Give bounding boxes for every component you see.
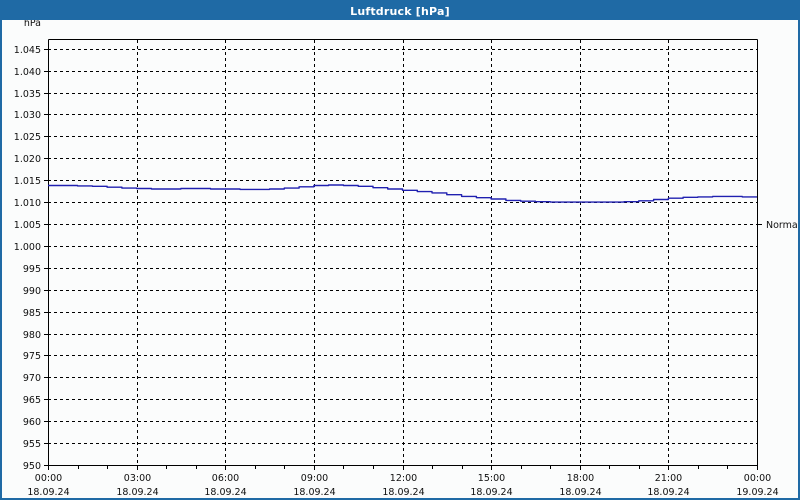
y-axis-tick-label: 975 — [23, 351, 41, 362]
x-axis-tick-label-date: 18.09.24 — [27, 487, 69, 498]
x-axis-tick-label-date: 18.09.24 — [470, 487, 512, 498]
x-axis-tick-label-time: 03:00 — [124, 473, 151, 484]
x-axis-tick-label-date: 18.09.24 — [647, 487, 689, 498]
y-axis-tick-label: 1.010 — [14, 198, 41, 209]
y-axis-tick-label: 995 — [23, 264, 41, 275]
y-axis-tick-label: 970 — [23, 373, 41, 384]
x-axis-tick-label-time: 00:00 — [35, 473, 62, 484]
y-axis-tick-label: 980 — [23, 330, 41, 341]
y-axis-tick-label: 1.035 — [14, 89, 41, 100]
y-axis-tick-label: 960 — [23, 417, 41, 428]
x-axis-tick-label-date: 18.09.24 — [382, 487, 424, 498]
y-axis-tick-label: 1.045 — [14, 45, 41, 56]
y-axis-tick-label: 990 — [23, 286, 41, 297]
y-axis-tick-label: 1.025 — [14, 132, 41, 143]
chart-svg: 1.045 1.040 1.035 1.030 1.025 1.020 1.015 1.010… — [14, 20, 798, 498]
x-axis-tick-label-time: 06:00 — [212, 473, 239, 484]
x-axis-tick-label-date: 18.09.24 — [116, 487, 158, 498]
data-series-line — [48, 184, 757, 203]
y-axis-tick-label: 1.020 — [14, 154, 41, 165]
y-axis-tick-label: 985 — [23, 308, 41, 319]
page-title: Luftdruck [hPa] — [350, 4, 450, 18]
y-axis-tick-label: 1.040 — [14, 67, 41, 78]
y-axis-unit-label: hPa — [24, 20, 41, 29]
y-axis-tick-label: 950 — [23, 461, 41, 472]
x-axis-tick-label-time: 00:00 — [744, 473, 771, 484]
y-axis-tick-label: 965 — [23, 395, 41, 406]
y-axis-tick-label: 1.005 — [14, 220, 41, 231]
x-axis-tick-label-date: 19.09.24 — [736, 487, 778, 498]
chart-canvas: 1.045 1.040 1.035 1.030 1.025 1.020 1.015 1.010… — [2, 20, 798, 498]
y-axis-tick-label: 1.030 — [14, 110, 41, 121]
normal-reference-label: Normal — [766, 220, 798, 231]
y-axis-tick-label: 1.015 — [14, 176, 41, 187]
y-axis-tick-label: 1.000 — [14, 242, 41, 253]
x-axis-tick-label-time: 21:00 — [655, 473, 682, 484]
window-titlebar: Luftdruck [hPa] — [2, 2, 798, 20]
x-axis-tick-label-time: 18:00 — [567, 473, 594, 484]
x-axis-tick-label-time: 09:00 — [301, 473, 328, 484]
x-axis-tick-label-time: 15:00 — [478, 473, 505, 484]
x-axis-tick-label-time: 12:00 — [390, 473, 417, 484]
x-axis-tick-label-date: 18.09.24 — [559, 487, 601, 498]
y-axis-tick-label: 955 — [23, 439, 41, 450]
x-axis-tick-label-date: 18.09.24 — [204, 487, 246, 498]
x-axis-tick-label-date: 18.09.24 — [293, 487, 335, 498]
